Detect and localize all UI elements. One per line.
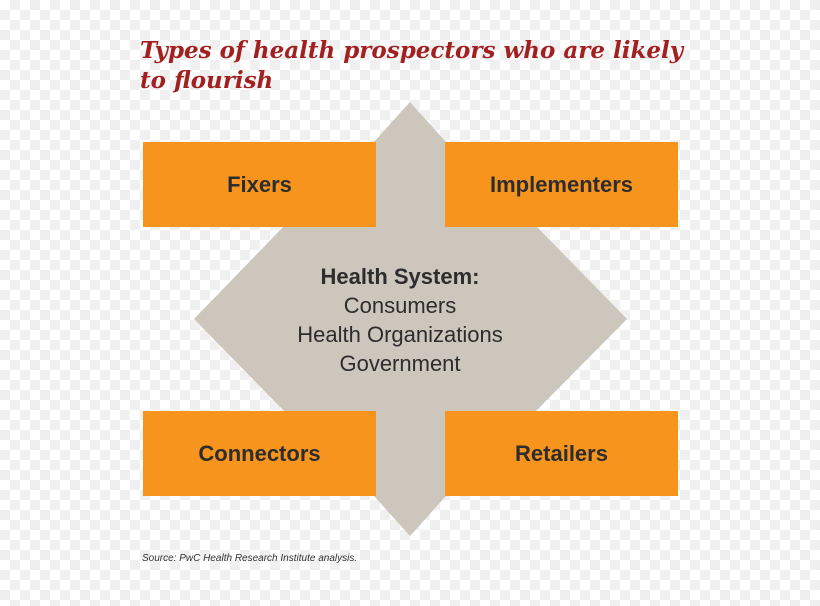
center-line-government: Government	[339, 351, 461, 376]
center-line-consumers: Consumers	[343, 293, 457, 318]
arrow-up-down-cross	[194, 102, 627, 536]
health-system-heading: Health System:	[320, 264, 480, 289]
box-retailers: Retailers	[445, 411, 678, 496]
diagram-title: Types of health prospectors who are like…	[140, 37, 684, 94]
center-line-health-organizations: Health Organizations	[297, 322, 503, 347]
box-connectors: Connectors	[143, 411, 376, 496]
source-note: Source: PwC Health Research Institute an…	[142, 553, 358, 564]
box-fixers-label: Fixers	[227, 171, 292, 197]
health-system-center: Health System: Consumers Health Organiza…	[250, 262, 550, 378]
box-implementers: Implementers	[445, 142, 678, 227]
box-connectors-label: Connectors	[198, 440, 321, 466]
box-implementers-label: Implementers	[489, 171, 634, 197]
box-retailers-label: Retailers	[515, 440, 608, 466]
box-fixers: Fixers	[143, 142, 376, 227]
